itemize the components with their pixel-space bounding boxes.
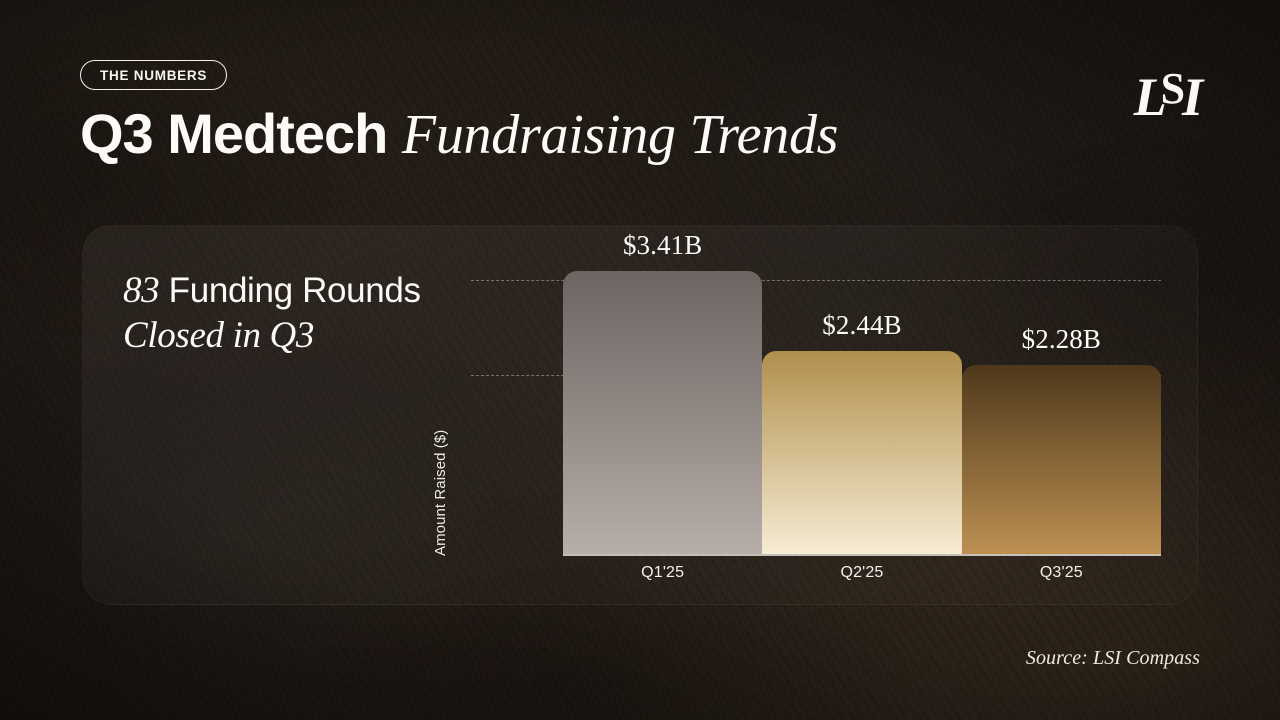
bars-container: $3.41B $2.44B $2.28B — [563, 226, 1161, 554]
x-axis-tick-label: Q3'25 — [1039, 564, 1083, 581]
bar[interactable] — [563, 270, 763, 554]
logo-letter-s: S — [1160, 64, 1186, 113]
chart-panel: 83 Funding Rounds Closed in Q3 Amount Ra… — [82, 225, 1198, 605]
callout-label: Funding Rounds — [159, 271, 421, 310]
source-attribution: Source: LSI Compass — [1025, 647, 1200, 669]
x-axis-line — [563, 554, 1161, 556]
callout-number: 83 — [123, 270, 160, 311]
x-axis-tick-label: Q2'25 — [840, 564, 884, 581]
bar-chart: Amount Raised ($) $3.41B $2.44B $2.28B Q1'… — [432, 226, 1197, 604]
eyebrow-badge: THE NUMBERS — [80, 60, 228, 90]
logo-letter-i: I — [1182, 67, 1203, 127]
bar-column[interactable]: $2.44B — [762, 226, 962, 554]
callout-line-two: Closed in Q3 — [123, 315, 315, 357]
x-axis-tick-labels: Q1'25 Q2'25 Q3'25 — [563, 564, 1161, 582]
bar-value-label: $2.28B — [1021, 323, 1102, 354]
page-title-plain: Q3 Medtech — [80, 102, 402, 165]
lsi-logo: L S I — [1133, 64, 1203, 127]
y-axis-label: Amount Raised ($) — [432, 429, 449, 556]
page-title-italic: Fundraising Trends — [401, 104, 839, 166]
bar-value-label: $2.44B — [822, 310, 902, 341]
bar[interactable] — [961, 364, 1161, 554]
logo-letter-l: L — [1133, 67, 1167, 127]
bar-column[interactable]: $2.28B — [961, 226, 1161, 554]
chart-callout: 83 Funding Rounds Closed in Q3 — [123, 268, 493, 358]
eyebrow-badge-label: THE NUMBERS — [100, 67, 208, 83]
gridline-0 — [471, 279, 1161, 281]
bar-column[interactable]: $3.41B — [563, 226, 763, 554]
bar-value-label: $3.41B — [622, 229, 703, 260]
x-axis-tick-label: Q1'25 — [641, 564, 685, 581]
page-title: Q3 Medtech Fundraising Trends — [80, 102, 839, 166]
bar[interactable] — [762, 351, 962, 554]
